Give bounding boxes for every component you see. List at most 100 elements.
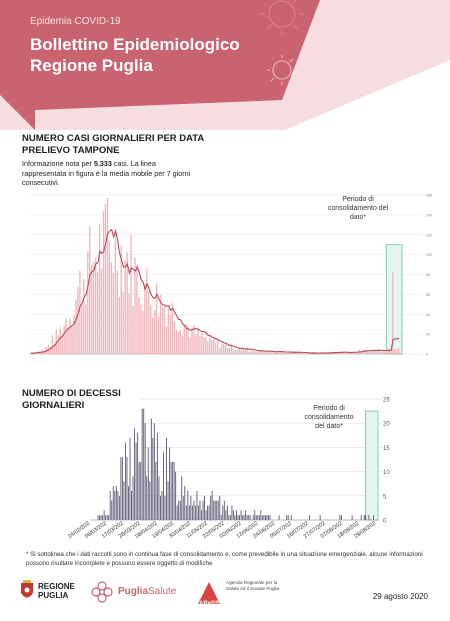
puglia-salute-light: Salute <box>148 586 177 597</box>
deaths-bar <box>204 495 206 520</box>
cases-bar <box>279 351 282 354</box>
deaths-bar <box>360 515 362 520</box>
deaths-bar <box>245 510 247 520</box>
deaths-bar <box>140 461 142 520</box>
cases-bar <box>136 264 138 354</box>
deaths-bar <box>112 486 114 520</box>
cases-bar <box>102 210 105 354</box>
deaths-y-tick-label: 0 <box>383 519 387 525</box>
deaths-bar <box>228 515 230 520</box>
deaths-bar <box>190 495 192 520</box>
deaths-bar <box>149 481 151 520</box>
cases-bar <box>209 335 211 354</box>
cases-bar <box>277 351 280 354</box>
cases-bar <box>89 225 91 354</box>
cases-consolidation-label: Periodo di consolidamento del dato* <box>327 196 389 221</box>
cases-bar <box>165 326 168 354</box>
deaths-bar <box>106 515 108 520</box>
cases-bar <box>329 353 331 354</box>
deaths-consolidation-box <box>364 410 379 521</box>
cases-bar <box>232 350 235 354</box>
cases-bar <box>342 352 345 354</box>
cases-bar <box>67 327 69 354</box>
deaths-bar <box>159 495 161 520</box>
cases-bar <box>305 353 307 354</box>
cases-bar <box>61 334 63 354</box>
virus-icon <box>261 0 304 35</box>
deaths-bar <box>202 500 204 520</box>
deaths-bar <box>166 437 167 520</box>
deaths-bar <box>126 457 128 520</box>
deaths-bar <box>153 423 155 520</box>
cases-bar <box>140 304 142 354</box>
cases-bar <box>142 311 144 354</box>
deaths-bar <box>170 461 172 520</box>
cases-y-tick-label: 0 <box>426 353 428 357</box>
cases-bar <box>338 352 341 354</box>
cases-y-tick-label: 120 <box>426 233 432 237</box>
cases-bar <box>55 329 57 354</box>
cases-bar <box>116 270 118 354</box>
puglia-salute-bold: Puglia <box>118 586 149 597</box>
cases-bar <box>301 352 303 354</box>
deaths-bar <box>269 515 271 520</box>
deaths-bar <box>169 447 171 520</box>
cases-bar <box>83 279 85 354</box>
cases-bar <box>283 353 286 354</box>
aress-logo: AReSS Agenzia Regionale per la Salute ed… <box>196 576 296 610</box>
deaths-y-tick-label: 5 <box>383 494 387 500</box>
cases-bar <box>193 324 195 354</box>
cases-bar <box>146 268 148 354</box>
cases-bar <box>175 329 178 354</box>
cases-bar <box>291 352 294 354</box>
deaths-bar <box>205 510 207 520</box>
cases-bar <box>104 204 107 354</box>
deaths-bar <box>267 515 269 520</box>
cases-bar <box>124 261 126 354</box>
cases-bar <box>171 302 174 354</box>
cases-bar <box>81 305 83 354</box>
cases-y-tick-label: 140 <box>426 213 432 217</box>
deaths-bar <box>208 505 210 520</box>
deaths-bar <box>128 486 129 520</box>
deaths-bar <box>249 515 251 520</box>
deaths-bar <box>120 457 122 520</box>
cases-bar <box>250 350 252 354</box>
header-background <box>0 0 450 130</box>
cases-bar <box>75 299 77 354</box>
cases-bar <box>262 351 264 354</box>
cases-bar <box>114 228 117 354</box>
cases-bar <box>372 349 374 354</box>
cases-bar <box>344 351 347 354</box>
cases-bar <box>203 337 205 354</box>
deaths-bar <box>99 515 101 520</box>
deaths-bar <box>219 495 221 520</box>
deaths-bar <box>260 510 262 520</box>
cases-bar <box>30 353 32 354</box>
cases-bar <box>51 335 54 354</box>
deaths-bar <box>97 515 99 520</box>
cases-bar <box>337 352 339 354</box>
deaths-bar <box>141 408 143 520</box>
deaths-bar <box>237 515 239 520</box>
cases-bar <box>266 352 268 354</box>
cases-bar <box>59 327 61 354</box>
deaths-bar <box>372 515 374 520</box>
cases-bar <box>242 347 244 354</box>
deaths-bar <box>134 428 136 520</box>
cases-bar <box>260 349 262 354</box>
deaths-bar <box>109 490 111 520</box>
deaths-bar <box>220 515 222 520</box>
deaths-consolidation-label: Periodo di consolidamento del dato* <box>304 405 354 430</box>
cases-bar <box>169 314 172 354</box>
puglia-salute-logo: PugliaSalute <box>90 578 200 608</box>
bulletin-date: 29 agosto 2020 <box>372 592 428 601</box>
deaths-bar <box>179 500 181 520</box>
regione-puglia-logo: REGIONE PUGLIA <box>20 578 90 608</box>
cases-bar <box>224 344 227 354</box>
cases-bar <box>268 350 270 354</box>
cases-moving-average-line <box>30 228 400 354</box>
aress-logo-text: Agenzia Regionale per la Salute ed il So… <box>226 580 280 591</box>
deaths-bar <box>255 515 257 520</box>
cases-bar <box>112 272 115 354</box>
